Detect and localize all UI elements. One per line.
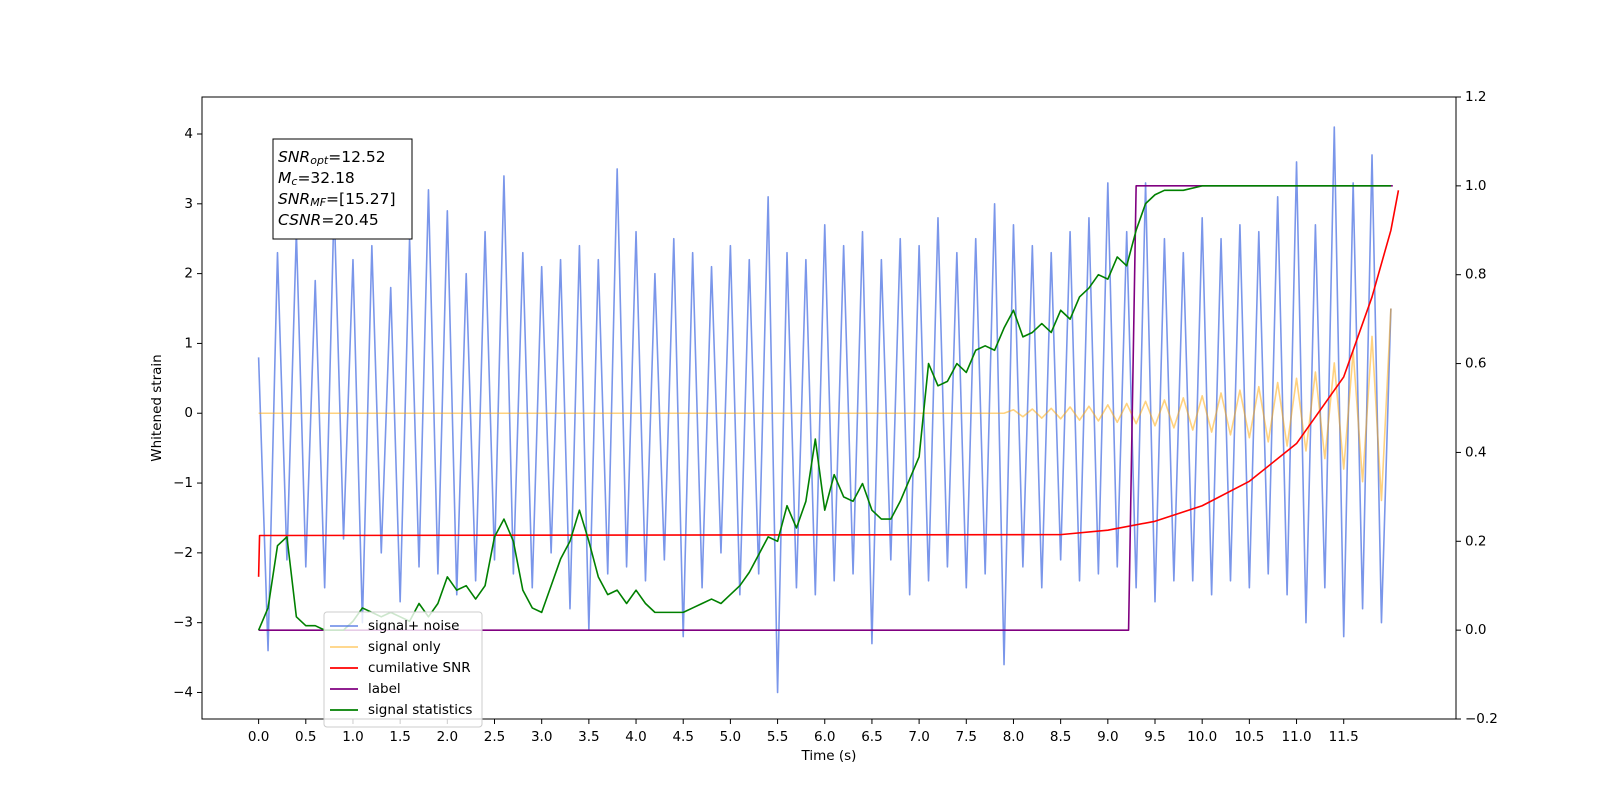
x-tick-label: 7.0 (908, 729, 929, 745)
y-axis-label: Whitened strain (149, 354, 165, 461)
x-tick-label: 6.0 (814, 729, 835, 745)
x-tick-label: 3.0 (531, 729, 552, 745)
x-tick-label: 1.5 (389, 729, 410, 745)
y2-tick-label: 0.6 (1465, 356, 1486, 372)
y-tick-label: −2 (173, 545, 193, 561)
y2-tick-label: 0.4 (1465, 444, 1486, 460)
x-tick-label: 1.0 (342, 729, 363, 745)
legend-label: label (368, 681, 401, 697)
x-tick-label: 0.5 (295, 729, 316, 745)
annotation-text: =[15.27] (326, 190, 395, 208)
annotation-line: Mc=32.18 (278, 169, 355, 189)
legend-box (323, 611, 483, 728)
x-tick-label: 10.0 (1187, 729, 1217, 745)
annotation-symbol: SNR (278, 148, 310, 166)
legend-label: cumilative SNR (368, 660, 471, 676)
x-tick-label: 5.5 (767, 729, 788, 745)
annotation-symbol: SNR (278, 190, 310, 208)
y-tick-label: −3 (173, 615, 193, 631)
legend-label: signal statistics (368, 702, 472, 718)
annotation-box (272, 138, 413, 240)
annotation-subscript: c (291, 175, 297, 188)
x-tick-label: 0.0 (248, 729, 269, 745)
x-tick-label: 7.5 (956, 729, 977, 745)
x-tick-label: 9.0 (1097, 729, 1118, 745)
y2-tick-label: 1.0 (1465, 178, 1486, 194)
y-tick-label: 2 (184, 266, 193, 282)
x-tick-label: 8.5 (1050, 729, 1071, 745)
x-tick-label: 2.0 (437, 729, 458, 745)
x-tick-label: 5.0 (720, 729, 741, 745)
plot-area (257, 126, 1400, 694)
x-tick-label: 11.5 (1329, 729, 1359, 745)
annotation-line: CSNR=20.45 (278, 211, 379, 229)
x-tick-label: 9.5 (1144, 729, 1165, 745)
series-line (257, 126, 1392, 694)
axes-frame (201, 96, 1457, 720)
x-axis-label: Time (s) (801, 748, 857, 764)
annotation-symbol: M (278, 169, 291, 187)
y-tick-label: 3 (184, 196, 193, 212)
y-tick-label: −1 (173, 475, 193, 491)
series-line (257, 185, 1391, 631)
series-line (258, 308, 1392, 502)
annotation-text: =32.18 (297, 169, 354, 187)
x-tick-label: 4.0 (625, 729, 646, 745)
y-tick-label: 4 (184, 126, 193, 142)
x-tick-label: 11.0 (1282, 729, 1312, 745)
legend: signal+ noise signal only cumilative SNR la… (323, 611, 483, 728)
y-tick-label: 0 (184, 405, 193, 421)
y2-tick-label: 0.0 (1465, 622, 1486, 638)
x-tick-label: 6.5 (861, 729, 882, 745)
annotation: SNRopt=12.52Mc=32.18SNRMF=[15.27]CSNR=20… (272, 138, 413, 240)
annotation-text: =20.45 (321, 211, 378, 229)
series-line (257, 190, 1400, 577)
x-tick-label: 10.5 (1234, 729, 1264, 745)
annotation-subscript: MF (310, 196, 326, 209)
y2-tick-label: 0.2 (1465, 533, 1486, 549)
x-tick-label: 4.5 (672, 729, 693, 745)
annotation-symbol: CSNR (278, 211, 321, 229)
legend-label: signal only (368, 639, 441, 655)
y2-tick-label: 0.8 (1465, 267, 1486, 283)
x-tick-label: 3.5 (578, 729, 599, 745)
y2-tick-label: −0.2 (1465, 711, 1498, 727)
y-tick-label: 1 (184, 335, 193, 351)
y-tick-label: −4 (173, 684, 193, 700)
annotation-subscript: opt (310, 154, 329, 167)
annotation-text: =12.52 (328, 148, 385, 166)
annotation-line: SNRMF=[15.27] (278, 190, 396, 210)
annotation-line: SNRopt=12.52 (278, 148, 386, 168)
x-tick-label: 2.5 (484, 729, 505, 745)
legend-label: signal+ noise (368, 618, 459, 634)
x-tick-label: 8.0 (1003, 729, 1024, 745)
y2-tick-label: 1.2 (1465, 89, 1486, 105)
